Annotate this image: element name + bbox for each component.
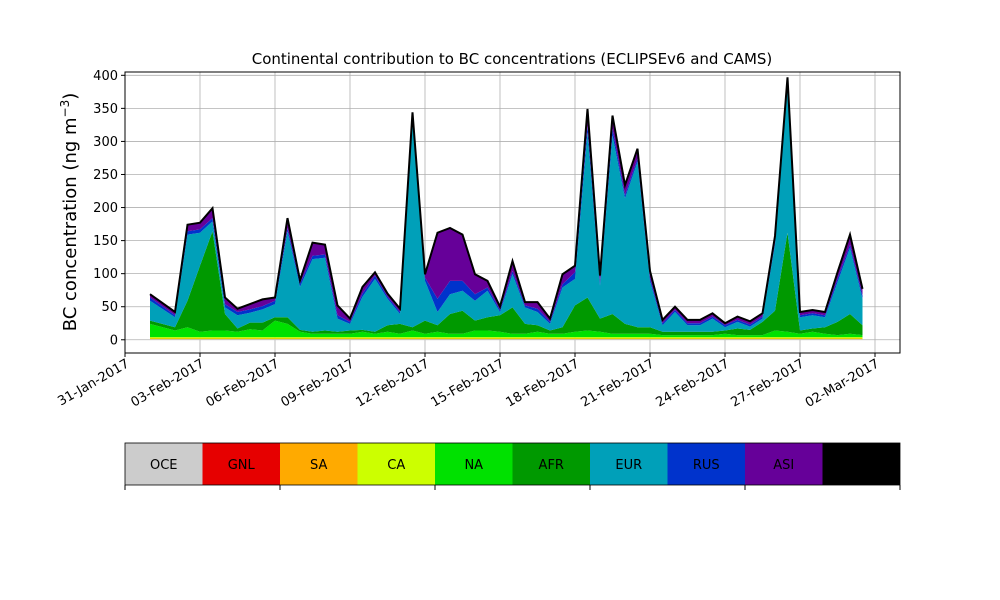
y-axis-title: BC concentration (ng m−3) <box>58 93 81 332</box>
series-area-afr <box>150 231 863 336</box>
y-axis-title-main: BC concentration (ng m <box>60 117 81 331</box>
series-area-ca <box>150 337 863 339</box>
y-tick-label: 300 <box>93 135 118 150</box>
legend-label-aus: AUS <box>848 458 875 473</box>
legend-swatch-asi <box>745 443 823 485</box>
x-tick-label: 27-Feb-2017 <box>728 356 807 410</box>
y-tick-label: 0 <box>110 333 118 348</box>
series-area-rus <box>150 83 863 328</box>
legend-swatch-rus <box>667 443 745 485</box>
series-area-sa <box>150 338 863 340</box>
legend-label-asi: ASI <box>773 458 794 473</box>
y-tick-label: 400 <box>93 69 118 84</box>
x-tick-label: 15-Feb-2017 <box>428 356 507 410</box>
legend-label-ca: CA <box>387 458 405 473</box>
x-tick-label: 21-Feb-2017 <box>578 356 657 410</box>
x-tick-label: 09-Feb-2017 <box>278 356 357 410</box>
legend-label-eur: EUR <box>615 458 642 473</box>
legend-label-afr: AFR <box>539 458 564 473</box>
plot-frame <box>124 71 901 354</box>
legend-frame <box>124 442 901 486</box>
x-tick-label: 12-Feb-2017 <box>353 356 432 410</box>
x-tick-label: 31-Jan-2017 <box>55 356 132 409</box>
y-axis-title-exp: −3 <box>58 100 72 118</box>
series-area-oce <box>150 339 863 340</box>
x-tick-label: 06-Feb-2017 <box>203 356 282 410</box>
legend-swatch-na <box>435 443 513 485</box>
y-axis-title-close: ) <box>60 93 81 100</box>
series-area-eur <box>150 87 863 332</box>
legend-swatch-oce <box>125 443 203 485</box>
x-axis: 31-Jan-201703-Feb-201706-Feb-201709-Feb-… <box>55 353 882 411</box>
legend-label-na: NA <box>464 458 483 473</box>
total-outline <box>149 77 864 325</box>
legend-label-rus: RUS <box>693 458 720 473</box>
y-tick-label: 350 <box>93 102 118 117</box>
plot-areas <box>149 77 864 340</box>
legend-swatch-ca <box>357 443 435 485</box>
legend: OCE GNL SA CA NA AFR EUR RUS ASI AUS <box>124 442 901 490</box>
y-axis: 0 50 100 150 200 250 300 350 400 <box>93 69 125 348</box>
legend-swatch-gnl <box>202 443 280 485</box>
legend-swatch-afr <box>512 443 590 485</box>
x-tick-label: 24-Feb-2017 <box>653 356 732 410</box>
legend-swatch-aus <box>822 443 900 485</box>
series-area-na <box>150 320 863 338</box>
y-tick-label: 200 <box>93 201 118 216</box>
legend-label-oce: OCE <box>150 458 178 473</box>
legend-swatch-sa <box>280 443 358 485</box>
legend-swatch-eur <box>590 443 668 485</box>
x-tick-label: 18-Feb-2017 <box>503 356 582 410</box>
x-tick-label: 02-Mar-2017 <box>803 356 882 410</box>
y-tick-label: 50 <box>101 300 118 315</box>
x-tick-label: 03-Feb-2017 <box>128 356 207 410</box>
chart-title: Continental contribution to BC concentra… <box>252 50 773 68</box>
legend-label-gnl: GNL <box>228 458 256 473</box>
y-tick-label: 250 <box>93 168 118 183</box>
y-tick-label: 100 <box>93 267 118 282</box>
series-area-asi <box>150 77 863 326</box>
y-tick-label: 150 <box>93 234 118 249</box>
legend-label-sa: SA <box>310 458 327 473</box>
